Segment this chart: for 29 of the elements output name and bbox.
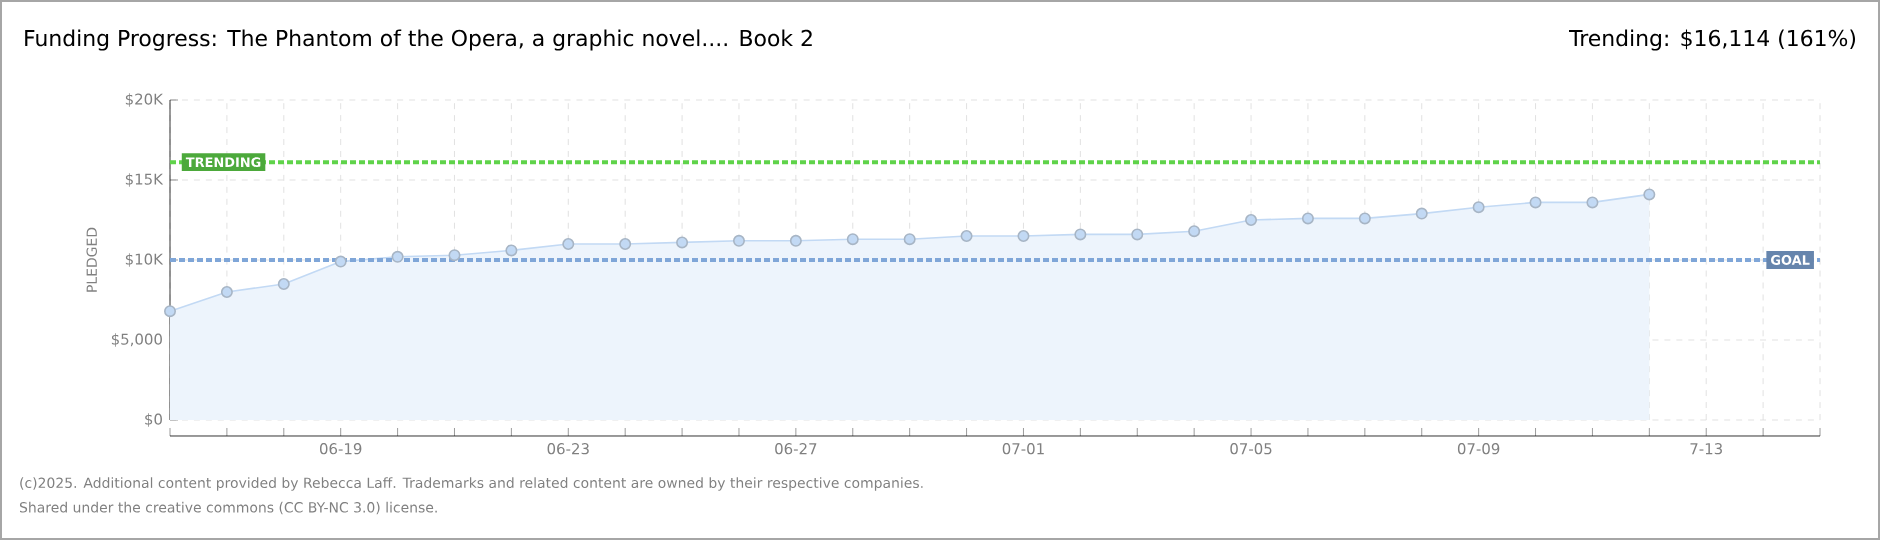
point — [164, 305, 176, 318]
point — [846, 233, 859, 246]
point — [1586, 196, 1599, 209]
point — [391, 250, 404, 263]
point — [562, 238, 575, 250]
point — [732, 234, 745, 247]
point — [1188, 225, 1201, 238]
point — [1131, 228, 1144, 241]
point — [676, 236, 689, 249]
point — [960, 230, 973, 242]
point — [1472, 201, 1485, 214]
point — [903, 233, 916, 246]
point — [1017, 230, 1030, 242]
point — [220, 286, 233, 298]
point — [1358, 212, 1371, 225]
chart-title: Funding Progress: The Phantom of the Opera, a graphic novel.... Book 2 — [25, 29, 812, 51]
point — [1415, 207, 1428, 220]
point — [448, 249, 461, 262]
point — [789, 234, 802, 247]
point — [1643, 188, 1656, 201]
point — [1074, 228, 1087, 241]
point — [505, 244, 518, 257]
point — [277, 278, 290, 290]
point — [334, 255, 347, 268]
point — [1245, 214, 1258, 226]
point — [619, 238, 632, 250]
chart-subtitle: Trending: $16,114 (161%) — [1569, 29, 1856, 51]
point — [1301, 212, 1314, 225]
point — [1529, 196, 1542, 209]
